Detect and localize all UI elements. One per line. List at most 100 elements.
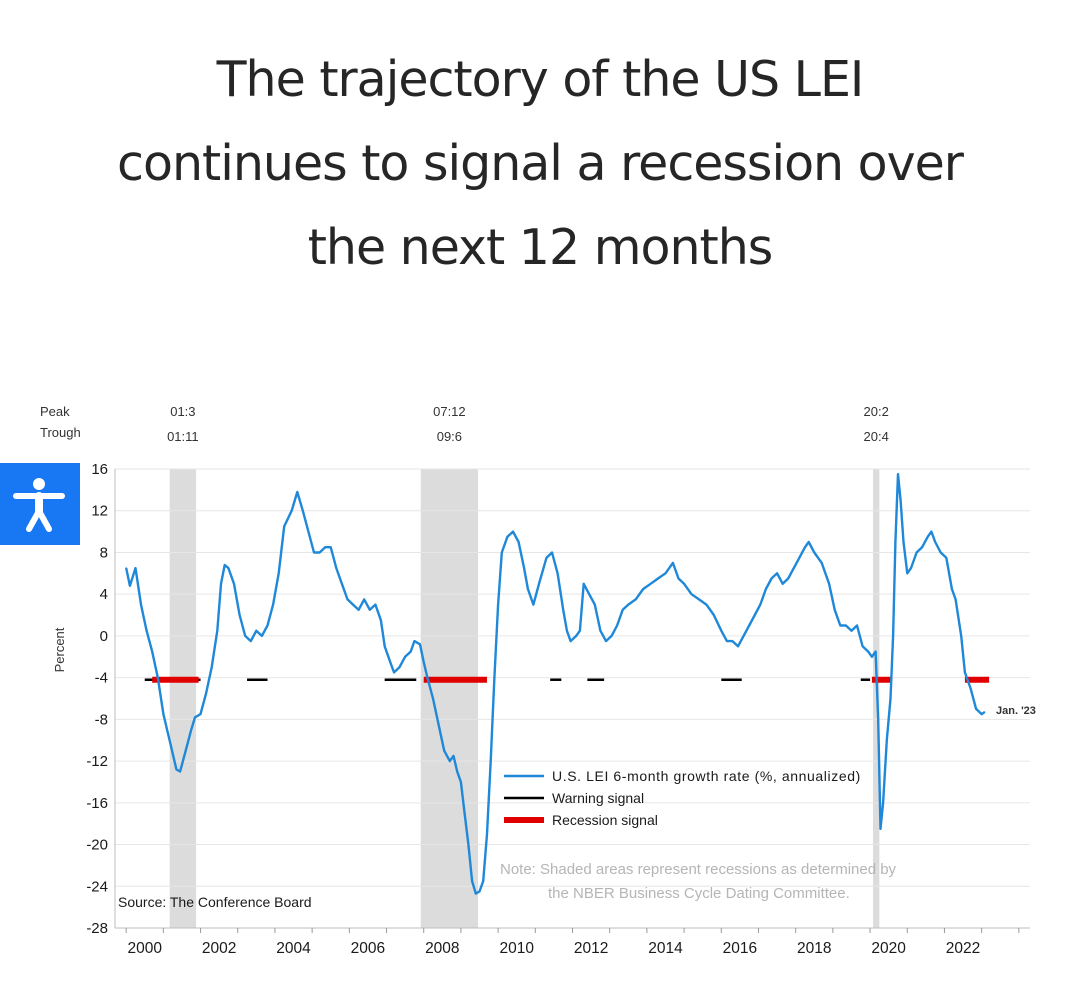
y-tick-label: -20 xyxy=(86,837,108,854)
lei-point-69 xyxy=(478,890,481,893)
lei-point-101 xyxy=(642,588,644,590)
lei-point-63 xyxy=(456,770,459,773)
lei-point-68 xyxy=(475,892,477,895)
legend: U.S. LEI 6-month growth rate (%, annuali… xyxy=(504,768,860,828)
lei-point-148 xyxy=(897,473,899,476)
trough-label: Trough xyxy=(40,425,81,440)
lei-point-116 xyxy=(742,635,745,637)
lei-point-39 xyxy=(335,567,338,569)
lei-point-78 xyxy=(517,541,520,543)
lei-point-60 xyxy=(443,749,446,752)
lei-point-47 xyxy=(380,619,382,622)
lei-point-32 xyxy=(296,491,299,493)
y-tick-label: -16 xyxy=(86,795,108,812)
lei-point-81 xyxy=(532,603,535,606)
x-tick-label: 2000 xyxy=(128,940,163,957)
lei-point-55 xyxy=(419,643,421,646)
lei-point-88 xyxy=(569,640,572,642)
lei-point-11 xyxy=(184,749,187,752)
lei-point-22 xyxy=(238,614,241,616)
peak-label: Peak xyxy=(40,404,70,419)
lei-point-155 xyxy=(926,536,929,538)
accessibility-person-icon xyxy=(13,478,65,532)
lei-point-135 xyxy=(850,629,853,632)
x-tick-label: 2020 xyxy=(871,940,906,957)
lei-point-24 xyxy=(250,640,252,642)
lei-point-95 xyxy=(605,640,607,642)
lei-point-72 xyxy=(489,760,492,762)
lei-point-149 xyxy=(899,499,902,502)
lei-point-8 xyxy=(170,744,172,747)
lei-point-132 xyxy=(833,609,836,611)
lei-point-41 xyxy=(346,598,349,601)
y-tick-label: -8 xyxy=(95,711,108,728)
lei-point-105 xyxy=(672,562,674,564)
lei-point-90 xyxy=(579,629,581,632)
lei-point-20 xyxy=(227,567,230,569)
lei-point-75 xyxy=(501,551,503,554)
lei-point-7 xyxy=(162,713,165,715)
y-axis-label: Percent xyxy=(52,627,67,672)
source-label: Source: The Conference Board xyxy=(118,894,312,910)
lei-point-123 xyxy=(781,583,784,585)
lei-point-98 xyxy=(621,609,624,611)
lei-point-128 xyxy=(807,541,810,543)
legend-label-recession: Recession signal xyxy=(552,812,658,828)
lei-point-46 xyxy=(374,603,377,606)
lei-point-52 xyxy=(404,656,406,658)
lei-point-126 xyxy=(798,556,801,559)
lei-point-159 xyxy=(945,556,948,559)
x-tick-label: 2006 xyxy=(351,940,385,957)
lei-point-145 xyxy=(889,697,892,700)
lei-point-111 xyxy=(713,614,715,616)
lei-point-28 xyxy=(272,603,274,606)
lei-point-65 xyxy=(463,812,466,815)
lei-point-15 xyxy=(205,692,207,695)
lei-point-120 xyxy=(765,588,767,590)
lei-point-91 xyxy=(582,583,585,585)
lei-point-74 xyxy=(497,603,499,606)
lei-point-45 xyxy=(369,609,371,611)
headline-line-3: the next 12 months xyxy=(307,219,774,276)
lei-point-152 xyxy=(910,567,912,569)
lei-point-146 xyxy=(892,635,894,637)
lei-point-40 xyxy=(341,583,343,585)
lei-point-35 xyxy=(313,551,315,554)
lei-point-61 xyxy=(449,760,451,762)
lei-point-50 xyxy=(393,671,395,674)
lei-point-66 xyxy=(467,843,470,846)
lei-point-12 xyxy=(190,729,192,731)
lei-point-48 xyxy=(383,645,386,648)
x-tick-label: 2004 xyxy=(276,940,311,957)
lei-point-150 xyxy=(902,541,905,543)
lei-point-151 xyxy=(906,572,909,575)
x-tick-label: 2010 xyxy=(499,940,534,957)
lei-point-147 xyxy=(894,541,897,543)
lei-point-44 xyxy=(363,598,366,601)
y-tick-label: -28 xyxy=(86,920,108,937)
lei-point-93 xyxy=(594,603,596,606)
lei-point-161 xyxy=(954,598,957,601)
lei-point-33 xyxy=(302,509,304,512)
accessibility-button[interactable] xyxy=(0,463,80,545)
y-tick-label: 16 xyxy=(91,461,108,478)
lei-point-131 xyxy=(828,583,830,585)
lei-point-16 xyxy=(210,666,213,668)
x-tick-label: 2022 xyxy=(946,940,980,957)
y-tick-label: 4 xyxy=(100,586,108,603)
lei-point-38 xyxy=(329,546,332,548)
lei-point-118 xyxy=(754,614,756,616)
lei-point-104 xyxy=(664,572,667,575)
lei-point-51 xyxy=(398,666,401,668)
x-tick-label: 2002 xyxy=(202,940,236,957)
lei-point-53 xyxy=(409,650,412,653)
lei-point-97 xyxy=(616,624,618,627)
lei-point-13 xyxy=(194,716,196,719)
note-line-2: the NBER Business Cycle Dating Committee… xyxy=(548,885,850,902)
lei-point-129 xyxy=(813,551,816,554)
lei-point-79 xyxy=(523,567,525,569)
headline-line-2: continues to signal a recession over xyxy=(117,135,964,192)
lei-point-142 xyxy=(879,828,882,830)
lei-point-127 xyxy=(804,546,806,548)
